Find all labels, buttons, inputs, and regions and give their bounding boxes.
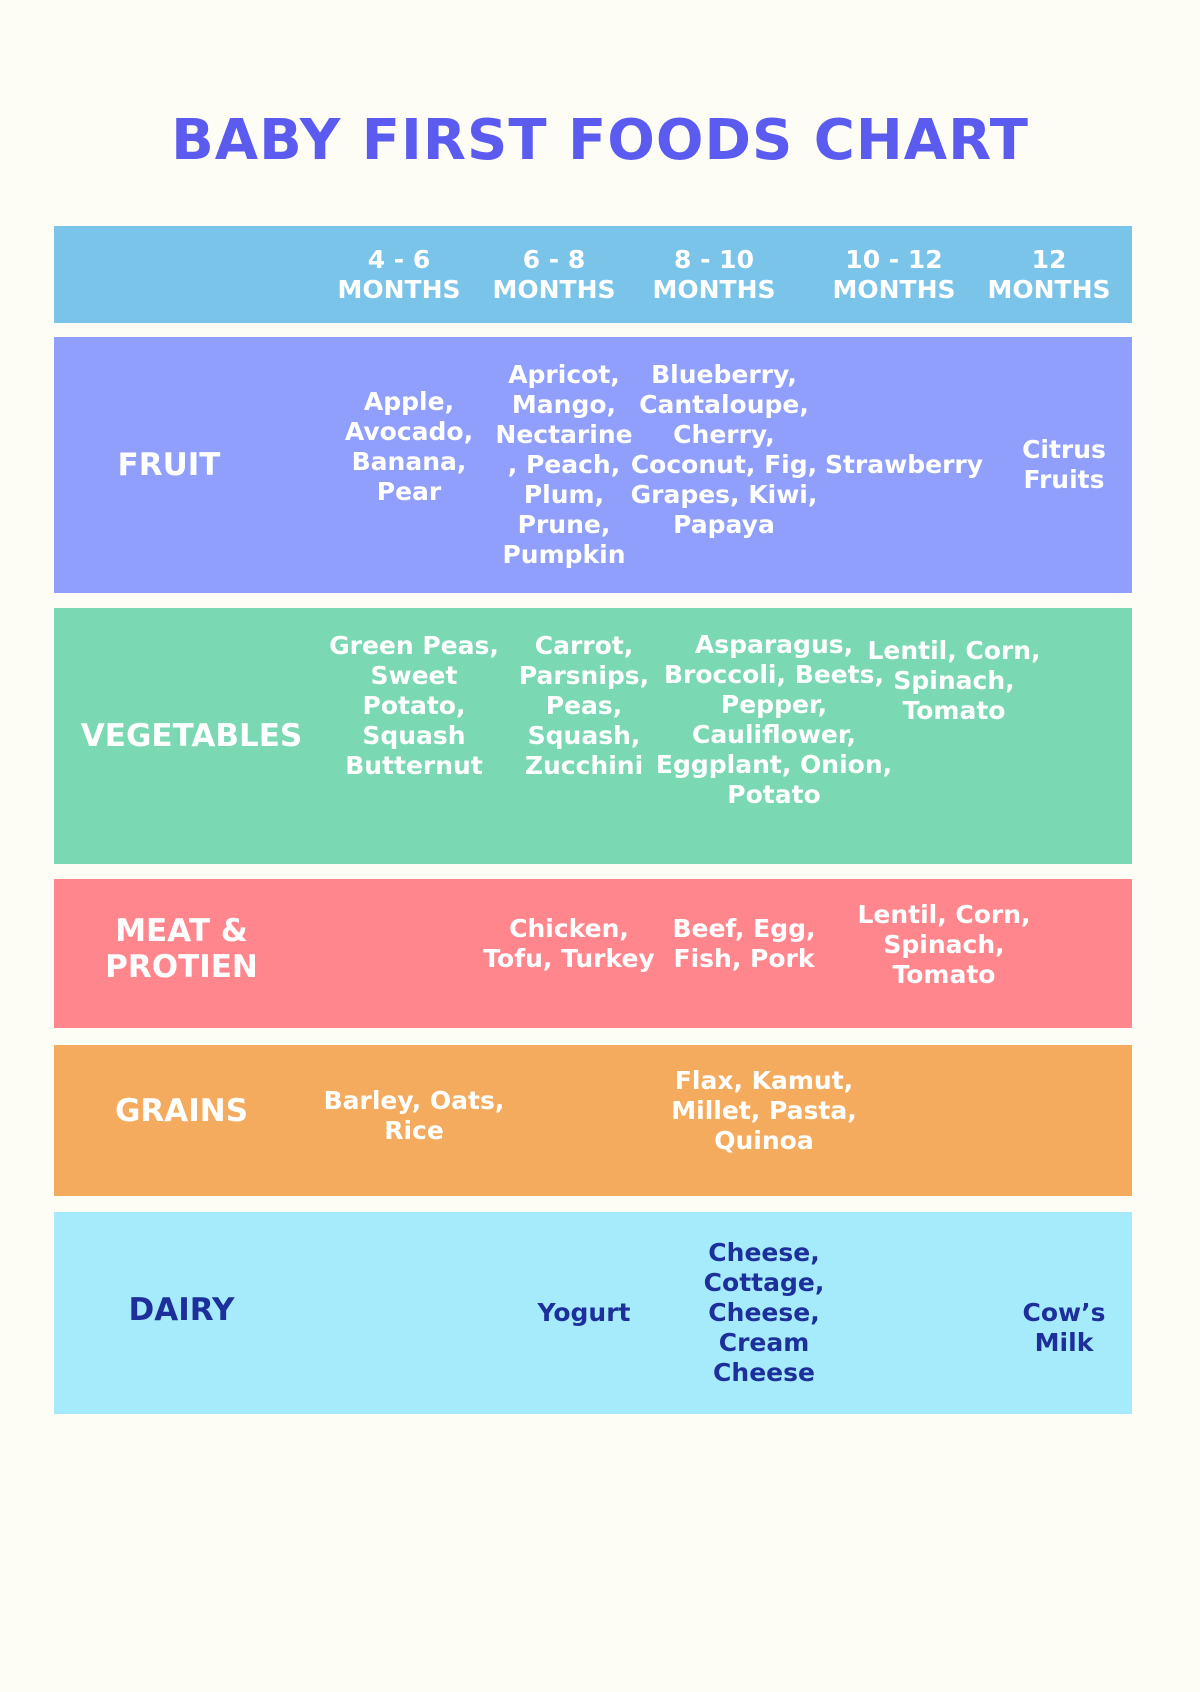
- cell-vegetables-10-12: Lentil, Corn, Spinach, Tomato: [867, 636, 1041, 725]
- row-label-dairy: DAIRY: [128, 1292, 235, 1328]
- row-label-grains: GRAINS: [114, 1092, 249, 1129]
- cell-meat-10-12: Lentil, Corn, Spinach, Tomato: [857, 899, 1031, 989]
- header-4-6-months: 4 - 6 MONTHS: [337, 244, 461, 304]
- cell-dairy-12: Cow’s Milk: [1022, 1298, 1106, 1357]
- cell-grains-4-6: Barley, Oats, Rice: [323, 1085, 505, 1145]
- cell-vegetables-4-6: Green Peas, Sweet Potato, Squash Buttern…: [329, 631, 499, 780]
- row-dairy: DAIRY Yogurt Cheese, Cottage, Cheese, Cr…: [54, 1212, 1132, 1414]
- cell-vegetables-8-10: Asparagus, Broccoli, Beets, Pepper, Caul…: [655, 630, 893, 809]
- cell-meat-4-6: [319, 879, 499, 1028]
- cell-fruit-6-8: Apricot, Mango, Nectarine , Peach, Plum,…: [495, 360, 633, 569]
- cell-meat-8-10: Beef, Egg, Fish, Pork: [672, 913, 816, 973]
- row-vegetables: VEGETABLES Green Peas, Sweet Potato, Squ…: [54, 608, 1132, 864]
- cell-meat-12: [1004, 879, 1124, 1028]
- cell-vegetables-6-8: Carrot, Parsnips, Peas, Squash, Zucchini: [518, 631, 650, 780]
- cell-vegetables-12: [1004, 608, 1124, 864]
- row-fruit: FRUIT Apple, Avocado, Banana, Pear Apric…: [54, 337, 1132, 593]
- cell-fruit-4-6: Apple, Avocado, Banana, Pear: [344, 387, 474, 506]
- cell-dairy-6-8: Yogurt: [537, 1298, 631, 1327]
- row-label-meat-protein: MEAT & PROTIEN: [105, 912, 258, 985]
- header-row: 4 - 6 MONTHS 6 - 8 MONTHS 8 - 10 MONTHS …: [54, 226, 1132, 323]
- page-title: BABY FIRST FOODS CHART: [171, 108, 1029, 173]
- cell-fruit-10-12: Strawberry: [824, 450, 984, 479]
- row-label-fruit: FRUIT: [117, 447, 221, 483]
- cell-meat-6-8: Chicken, Tofu, Turkey: [483, 913, 655, 973]
- row-grains: GRAINS Barley, Oats, Rice Flax, Kamut, M…: [54, 1045, 1132, 1196]
- row-label-vegetables: VEGETABLES: [80, 718, 303, 754]
- header-6-8-months: 6 - 8 MONTHS: [492, 244, 616, 304]
- cell-fruit-12: Citrus Fruits: [1022, 435, 1106, 494]
- cell-grains-12: [1004, 1045, 1124, 1196]
- header-10-12-months: 10 - 12 MONTHS: [832, 244, 956, 304]
- cell-fruit-8-10: Blueberry, Cantaloupe, Cherry, Coconut, …: [630, 360, 818, 539]
- row-meat-protein: MEAT & PROTIEN Chicken, Tofu, Turkey Bee…: [54, 879, 1132, 1028]
- cell-grains-8-10: Flax, Kamut, Millet, Pasta, Quinoa: [671, 1065, 857, 1155]
- header-12-months: 12 MONTHS: [987, 244, 1111, 304]
- header-8-10-months: 8 - 10 MONTHS: [652, 244, 776, 304]
- cell-dairy-4-6: [319, 1212, 499, 1414]
- cell-grains-6-8: [494, 1045, 674, 1196]
- cell-dairy-8-10: Cheese, Cottage, Cheese, Cream Cheese: [703, 1238, 825, 1387]
